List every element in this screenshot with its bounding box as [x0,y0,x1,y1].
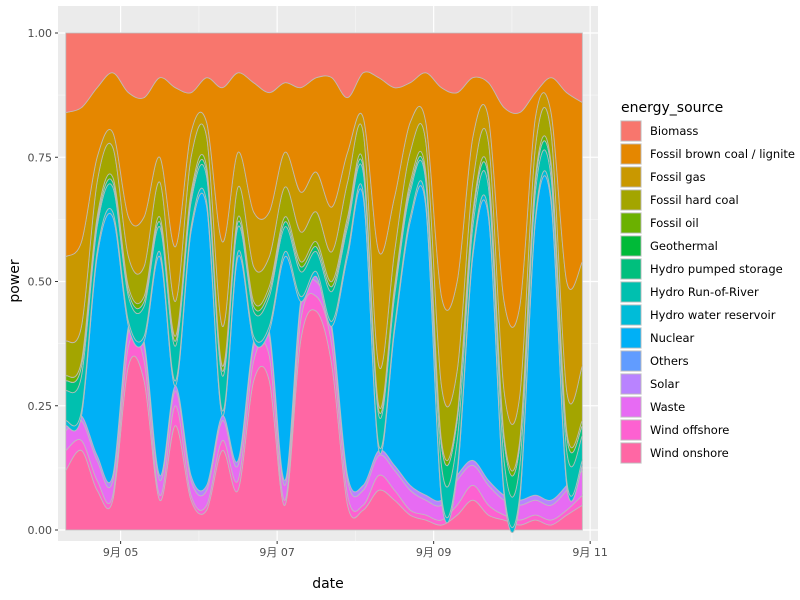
legend-label: Waste [650,400,685,414]
legend-label: Fossil brown coal / lignite [650,147,795,161]
legend-swatch [620,258,642,280]
legend-label: Geothermal [650,239,718,253]
legend-label: Biomass [650,124,698,138]
legend-label: Nuclear [650,331,695,345]
legend-label: Hydro water reservoir [650,308,776,322]
legend-label: Fossil oil [650,216,699,230]
legend-label: Fossil gas [650,170,706,184]
y-tick-label: 0.50 [28,276,53,289]
legend: energy_source Biomass Fossil brown coal /… [620,100,795,464]
area-biomass [65,32,583,114]
y-tick-label: 1.00 [28,27,53,40]
legend-swatch [620,304,642,326]
legend-swatch [620,281,642,303]
legend-label: Fossil hard coal [650,193,739,207]
x-axis: 9月 05 9月 07 9月 09 9月 11 [103,541,608,559]
legend-title: energy_source [621,100,723,116]
area-series [65,32,583,533]
legend-swatch [620,235,642,257]
legend-label: Solar [650,377,680,391]
x-tick-label: 9月 07 [259,546,295,559]
legend-label: Hydro pumped storage [650,262,783,276]
y-tick-label: 0.25 [28,400,53,413]
x-axis-title: date [312,576,344,592]
y-tick-label: 0.00 [28,524,53,537]
x-tick-label: 9月 11 [572,546,608,559]
y-axis-title: power [7,259,23,303]
legend-swatch [620,120,642,142]
x-tick-label: 9月 05 [103,546,139,559]
legend-swatch [620,166,642,188]
legend-swatch [620,212,642,234]
legend-swatch [620,442,642,464]
legend-label: Hydro Run-of-River [650,285,759,299]
legend-items: Biomass Fossil brown coal / lignite Fossil… [620,120,795,464]
x-tick-label: 9月 09 [416,546,452,559]
legend-label: Wind onshore [650,446,729,460]
legend-swatch [620,143,642,165]
legend-swatch [620,396,642,418]
legend-label: Wind offshore [650,423,729,437]
legend-swatch [620,373,642,395]
legend-label: Others [650,354,689,368]
legend-swatch [620,419,642,441]
legend-swatch [620,327,642,349]
y-axis: 0.00 0.25 0.50 0.75 1.00 [28,27,58,537]
y-tick-label: 0.75 [28,151,53,164]
legend-swatch [620,189,642,211]
legend-swatch [620,350,642,372]
